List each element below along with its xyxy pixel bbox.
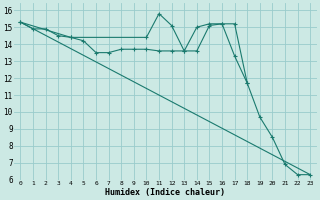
- X-axis label: Humidex (Indice chaleur): Humidex (Indice chaleur): [105, 188, 225, 197]
